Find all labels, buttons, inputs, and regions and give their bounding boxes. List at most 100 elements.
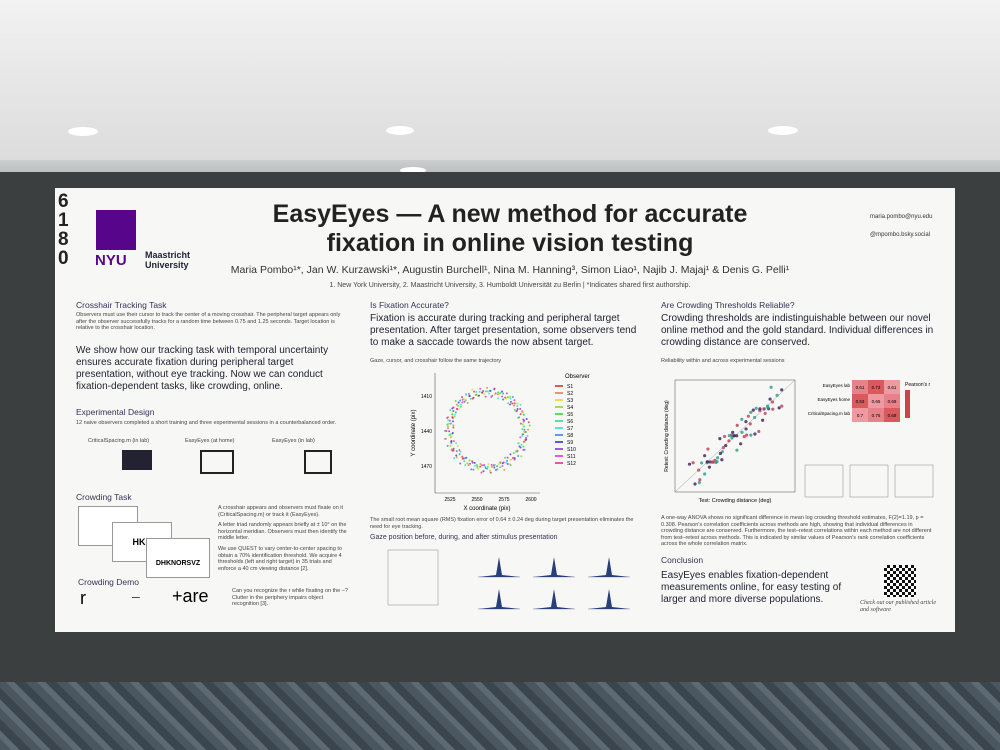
matrix-value: 0.61 xyxy=(856,385,865,390)
matrix-value: 0.73 xyxy=(872,385,881,390)
y-tick-label: 1410 xyxy=(421,394,432,400)
trajectory-dot xyxy=(520,455,523,458)
trajectory-dot xyxy=(468,394,471,397)
caption: Gaze, cursor, and crosshair follow the s… xyxy=(370,358,502,364)
scatter-dot xyxy=(721,446,725,450)
trajectory-dot xyxy=(503,468,506,471)
ceiling-light xyxy=(386,126,414,135)
trajectory-dot xyxy=(522,420,525,423)
trajectory-dot xyxy=(443,437,446,440)
trajectory-dot xyxy=(452,409,455,412)
trajectory-dot xyxy=(479,387,482,390)
trajectory-dot xyxy=(516,407,519,410)
trajectory-dot xyxy=(496,393,499,396)
trajectory-dot xyxy=(475,390,478,393)
trajectory-dot xyxy=(477,468,480,471)
authors: Maria Pombo¹*, Jan W. Kurzawski¹*, Augus… xyxy=(230,264,790,276)
scatter-dot xyxy=(780,388,784,392)
scatter-dot xyxy=(746,414,750,418)
trajectory-dot xyxy=(485,390,488,393)
trajectory-dot xyxy=(468,459,471,462)
matrix-value: 0.75 xyxy=(872,413,881,418)
scatter-dot xyxy=(699,461,704,465)
scatter-dot xyxy=(744,420,748,424)
trajectory-dot xyxy=(469,397,472,400)
trajectory-dot xyxy=(509,397,512,400)
scatter-dot xyxy=(766,406,770,410)
trajectory-dot xyxy=(458,448,461,451)
trajectory-dot xyxy=(520,443,523,446)
scatter-dot xyxy=(732,434,736,438)
x-axis-label: Test: Crowding distance (deg) xyxy=(699,498,772,504)
heading: Are Crowding Thresholds Reliable? xyxy=(661,300,795,310)
carpet xyxy=(0,680,1000,750)
trajectory-dot xyxy=(446,426,449,429)
trajectory-dot xyxy=(515,450,518,453)
legend-label: S3 xyxy=(567,398,573,404)
scatter-dot xyxy=(735,434,739,438)
trajectory-dot xyxy=(487,463,490,466)
trajectory-dot xyxy=(453,415,456,418)
trajectory-dot xyxy=(447,416,450,419)
trajectory-dot xyxy=(513,404,516,407)
trajectory-dot xyxy=(459,405,462,408)
trajectory-dot xyxy=(452,447,455,450)
reliability-figure: Test: Crowding distance (deg) Retest: Cro… xyxy=(664,379,934,504)
histogram xyxy=(478,589,520,609)
trajectory-dot xyxy=(521,423,524,426)
handle: @mpombo.bsky.social xyxy=(870,232,930,238)
trajectory-dot xyxy=(522,411,525,414)
screen-icon xyxy=(122,450,152,470)
trajectory-dot xyxy=(450,448,453,451)
trajectory-dot xyxy=(518,416,521,419)
scatter-dot xyxy=(735,423,739,427)
trajectory-dot xyxy=(528,424,531,427)
trajectory-dot xyxy=(511,402,514,405)
trajectory-dot xyxy=(513,457,516,460)
ceiling xyxy=(0,0,1000,160)
trajectory-dot xyxy=(478,390,481,393)
conclusion: EasyEyes enables fixation-dependent meas… xyxy=(661,570,842,605)
trajectory-dot xyxy=(489,389,492,392)
trajectory-dot xyxy=(507,402,510,405)
demo-clutter: +are xyxy=(172,586,209,606)
trajectory-dot xyxy=(490,465,493,468)
heading: Experimental Design xyxy=(76,407,155,417)
scatter-dot xyxy=(693,482,697,486)
scatter-dot xyxy=(706,447,710,451)
scatter-dot xyxy=(758,407,762,411)
trajectory-dot xyxy=(479,462,482,465)
x-tick-label: 2525 xyxy=(444,497,455,503)
trajectory-dot xyxy=(483,392,486,395)
trajectory-dot xyxy=(446,423,449,426)
trajectory-dot xyxy=(452,420,455,423)
x-tick-label: 2575 xyxy=(498,497,509,503)
trajectory-dot xyxy=(509,400,512,403)
trajectory-dot xyxy=(488,469,491,472)
heading: Crowding Task xyxy=(76,492,132,502)
trajectory-dot xyxy=(513,408,516,411)
trajectory-dot xyxy=(448,419,451,422)
scatter-dot xyxy=(687,462,692,466)
trajectory-dot xyxy=(525,418,528,421)
matrix-cell xyxy=(852,394,868,408)
plot-frame xyxy=(387,549,439,606)
trajectory-dot xyxy=(522,418,525,421)
email: maria.pombo@nyu.edu xyxy=(870,214,933,220)
label: CriticalSpacing.m (in lab) xyxy=(88,438,150,444)
matrix-row-label: EasyEyes home xyxy=(817,397,850,402)
trajectory-dot xyxy=(471,397,474,400)
trajectory-dot xyxy=(468,392,471,395)
trajectory-dot xyxy=(496,468,499,471)
scatter-dot xyxy=(771,407,775,411)
trajectory-dot xyxy=(505,392,508,395)
histogram xyxy=(533,557,575,577)
trajectory-dot xyxy=(463,457,466,460)
trajectory-figure: 2525 2550 2575 2600 1410 1440 1470 X coordinate… xyxy=(411,373,590,512)
trajectory-dot xyxy=(451,416,454,419)
matrix-legend: Pearson's r xyxy=(905,382,930,388)
trajectory-dot xyxy=(524,430,527,433)
scatter-dot xyxy=(748,422,752,426)
